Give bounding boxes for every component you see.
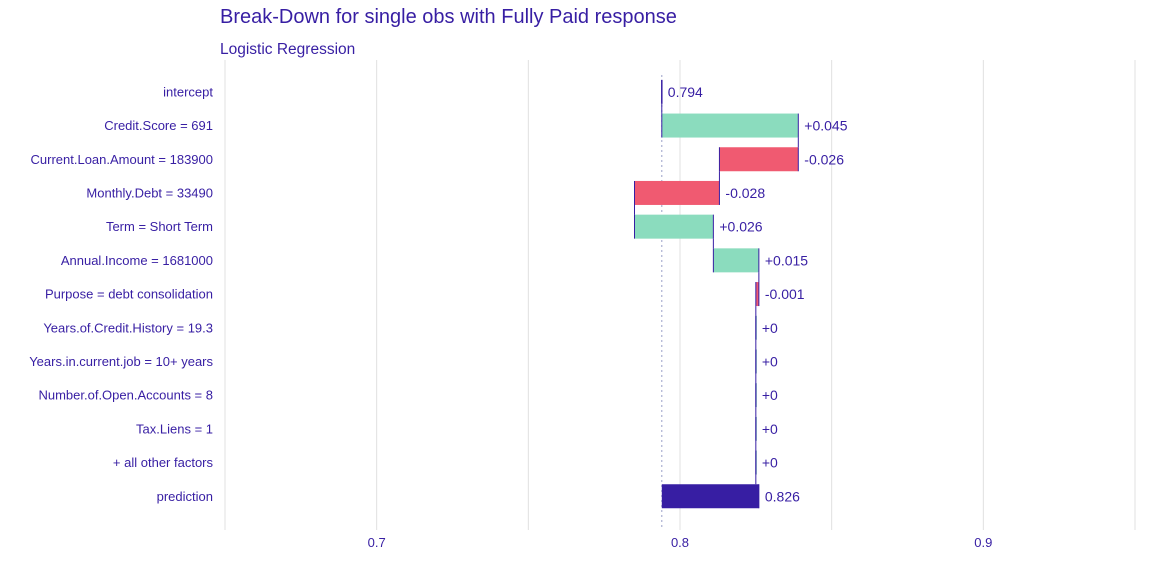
value-label: -0.001 bbox=[765, 286, 805, 302]
value-label: 0.794 bbox=[668, 84, 703, 100]
x-tick-label: 0.9 bbox=[974, 535, 992, 550]
x-tick-label: 0.7 bbox=[368, 535, 386, 550]
contribution-bar bbox=[719, 147, 799, 172]
value-label: -0.028 bbox=[725, 185, 765, 201]
row-label: Years.of.Credit.History = 19.3 bbox=[43, 320, 213, 335]
row-label: Number.of.Open.Accounts = 8 bbox=[38, 388, 213, 403]
chart-subtitle: Logistic Regression bbox=[220, 41, 356, 58]
row-label: + all other factors bbox=[113, 455, 214, 470]
contribution-bar bbox=[634, 214, 714, 239]
chart-title: Break-Down for single obs with Fully Pai… bbox=[220, 6, 677, 28]
value-label: +0 bbox=[762, 421, 778, 437]
value-label: +0.045 bbox=[804, 118, 847, 134]
value-label: +0 bbox=[762, 455, 778, 471]
contribution-bar bbox=[661, 484, 759, 509]
x-tick-label: 0.8 bbox=[671, 535, 689, 550]
row-label: Years.in.current.job = 10+ years bbox=[29, 354, 213, 369]
value-label: -0.026 bbox=[804, 151, 844, 167]
row-label: Current.Loan.Amount = 183900 bbox=[31, 152, 214, 167]
row-label: prediction bbox=[157, 489, 213, 504]
row-label: Tax.Liens = 1 bbox=[136, 421, 213, 436]
value-label: +0 bbox=[762, 320, 778, 336]
contribution-bar bbox=[755, 282, 759, 307]
value-label: +0 bbox=[762, 387, 778, 403]
contribution-bar bbox=[661, 113, 799, 138]
row-label: Monthly.Debt = 33490 bbox=[86, 185, 213, 200]
row-label: Purpose = debt consolidation bbox=[45, 287, 213, 302]
contribution-bar bbox=[713, 248, 759, 273]
value-label: 0.826 bbox=[765, 488, 800, 504]
row-label: intercept bbox=[163, 84, 213, 99]
value-label: +0.026 bbox=[719, 219, 762, 235]
value-label: +0.015 bbox=[765, 252, 808, 268]
value-label: +0 bbox=[762, 353, 778, 369]
contribution-bar bbox=[634, 180, 720, 205]
row-label: Credit.Score = 691 bbox=[104, 118, 213, 133]
row-label: Term = Short Term bbox=[106, 219, 213, 234]
row-label: Annual.Income = 1681000 bbox=[61, 253, 213, 268]
